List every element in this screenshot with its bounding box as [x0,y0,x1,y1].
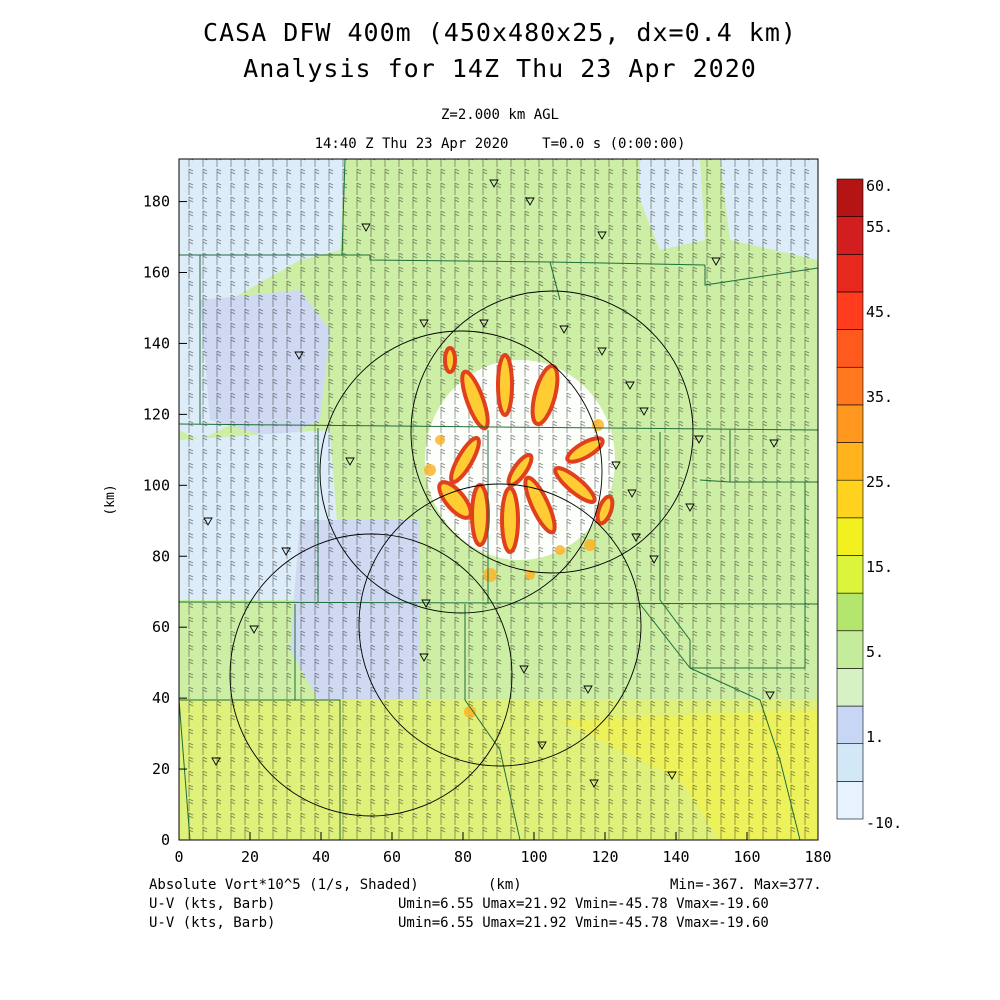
y-axis: 0 20 40 60 80 100 120 140 160 180 [143,193,187,849]
colorbar-label: 60. [866,177,893,195]
field-label: Absolute Vort*10^5 (1/s, Shaded) [149,877,419,893]
station-markers [203,179,779,788]
title-line-1: CASA DFW 400m (450x480x25, dx=0.4 km) [203,18,797,47]
x-tick-label: 40 [312,848,330,866]
vorticity-core [424,346,615,718]
colorbar-swatch [836,178,864,217]
x-tick-label: 120 [591,848,618,866]
x-tick-label: 0 [174,848,183,866]
colorbar-swatch [836,329,864,368]
y-tick-label: 100 [143,476,170,494]
colorbar-swatch [836,630,864,669]
colorbar-label: 55. [866,218,893,236]
wind-barb-field [179,159,818,840]
y-tick-label: 180 [143,193,170,211]
colorbar-swatch [836,442,864,481]
colorbar-swatch [836,366,864,406]
y-tick-label: 0 [161,831,170,849]
colorbar-swatch [836,253,864,293]
colorbar: 60. 55. 45. 35. 25. 15. 5. 1. -10. [836,177,902,832]
colorbar-swatch [836,668,864,707]
y-tick-label: 140 [143,334,170,352]
colorbar-label: 5. [866,643,884,661]
colorbar-label: 1. [866,728,884,746]
colorbar-swatch [836,479,864,519]
colorbar-swatch [836,291,864,330]
colorbar-swatch [836,781,864,820]
x-tick-label: 60 [383,848,401,866]
x-axis: 0 20 40 60 80 100 120 140 160 180 [174,832,832,866]
colorbar-swatch [836,705,864,745]
barb-stats-1: Umin=6.55 Umax=21.92 Vmin=-45.78 Vmax=-1… [398,896,769,912]
colorbar-swatch [836,743,864,782]
barb-stats-2: Umin=6.55 Umax=21.92 Vmin=-45.78 Vmax=-1… [398,915,769,931]
y-tick-label: 80 [152,547,170,565]
level-subtitle: Z=2.000 km AGL [440,107,559,123]
time-subtitle: 14:40 Z Thu 23 Apr 2020 T=0.0 s (0:00:00… [314,136,686,152]
plot-frame [178,158,819,841]
colorbar-label: 45. [866,303,893,321]
county-boundaries [179,159,818,840]
y-axis-label: (km) [103,484,118,515]
x-tick-label: 180 [804,848,831,866]
colorbar-label: 35. [866,388,893,406]
colorbar-swatch [836,404,864,443]
x-tick-label: 100 [520,848,547,866]
colorbar-label: 15. [866,558,893,576]
x-axis-unit: (km) [488,877,522,893]
x-tick-label: 160 [733,848,760,866]
colorbar-label: -10. [866,814,902,832]
colorbar-swatch [836,592,864,632]
colorbar-swatch [836,517,864,556]
colorbar-swatch [836,555,864,594]
colorbar-swatch [836,216,864,255]
min-max-readout: Min=-367. Max=377. [670,877,822,893]
y-tick-label: 160 [143,264,170,282]
barb-label-1: U-V (kts, Barb) [149,896,276,912]
x-tick-label: 140 [662,848,689,866]
radar-range-rings [229,290,694,817]
title-line-2: Analysis for 14Z Thu 23 Apr 2020 [243,54,757,83]
barb-label-2: U-V (kts, Barb) [149,915,276,931]
x-tick-label: 80 [454,848,472,866]
x-tick-label: 20 [241,848,259,866]
y-tick-label: 20 [152,760,170,778]
colorbar-label: 25. [866,473,893,491]
y-tick-label: 40 [152,689,170,707]
y-tick-label: 60 [152,618,170,636]
y-tick-label: 120 [143,405,170,423]
